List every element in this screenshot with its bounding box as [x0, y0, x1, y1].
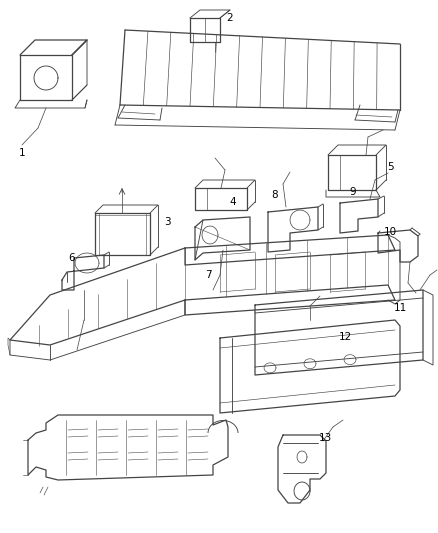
Text: 12: 12 [339, 332, 352, 342]
Text: 8: 8 [272, 190, 278, 200]
Text: 5: 5 [387, 162, 393, 172]
Text: 2: 2 [227, 13, 233, 23]
Text: 4: 4 [230, 197, 237, 207]
Text: 13: 13 [318, 433, 332, 443]
Text: 7: 7 [205, 270, 211, 280]
Text: 10: 10 [383, 227, 396, 237]
Text: 6: 6 [69, 253, 75, 263]
Text: 9: 9 [350, 187, 356, 197]
Text: 11: 11 [393, 303, 406, 313]
Text: 1: 1 [19, 148, 25, 158]
Text: 3: 3 [164, 217, 170, 227]
